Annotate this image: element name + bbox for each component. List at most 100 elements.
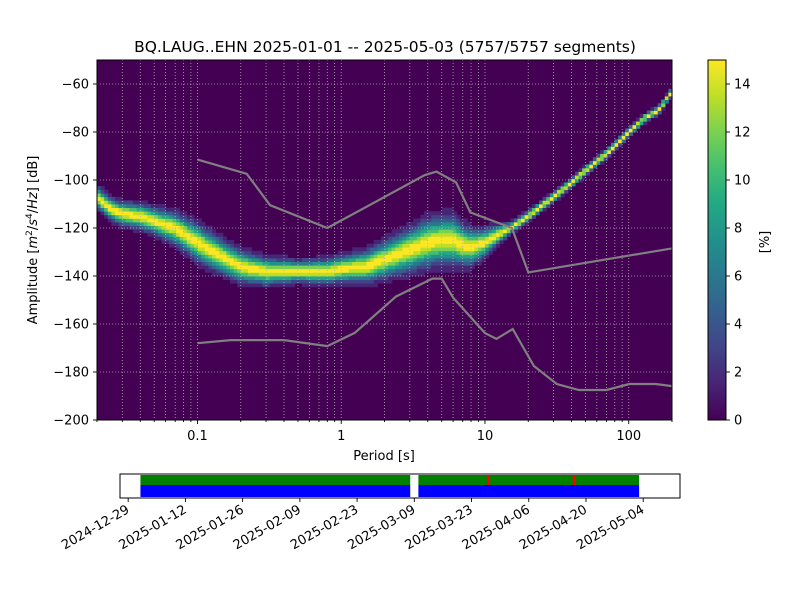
heatmap-cell [406,268,411,273]
heatmap-cell [384,243,389,248]
heatmap-cell [154,229,159,234]
heatmap-cell [359,254,364,259]
heatmap-cell [424,218,429,223]
heatmap-cell [132,218,138,223]
heatmap-cell [283,283,289,288]
heatmap-cell [513,218,519,223]
heatmap-cell [344,250,350,255]
heatmap-cell [524,214,529,219]
nhnm-curve [197,158,673,274]
heatmap-cell [215,232,220,237]
heatmap-cell [258,276,263,280]
heatmap-cell [391,243,396,248]
heatmap-cell [456,247,461,252]
heatmap-cell [557,196,562,201]
heatmap-cell [168,218,174,223]
heatmap-cell [380,261,386,266]
heatmap-cell [337,268,342,273]
heatmap-cell [438,225,443,230]
heatmap-cell [384,240,389,244]
heatmap-cell [240,250,245,255]
heatmap-cell [165,229,170,234]
heatmap-cell [438,240,443,244]
heatmap-cell [233,250,238,255]
heatmap-cell [380,247,386,252]
heatmap-cell [240,276,245,280]
heatmap-cell [190,250,195,255]
heatmap-cell [402,225,407,230]
heatmap-cell [477,236,483,241]
heatmap-cell [161,236,166,241]
heatmap-cell [463,258,468,262]
heatmap-cell [305,272,310,277]
heatmap-cell [165,211,170,216]
heatmap-cell [510,218,515,223]
heatmap-cell [240,254,245,259]
heatmap-cell [467,229,472,234]
heatmap-cell [158,222,163,226]
heatmap-cell [488,236,493,241]
heatmap-cell [474,258,479,262]
heatmap-cell [463,265,468,270]
heatmap-cell [406,225,411,230]
heatmap-cell [477,240,483,244]
heatmap-cell [316,265,321,270]
heatmap-cell [391,232,396,237]
heatmap-cell [456,258,461,262]
heatmap-cell [377,261,382,266]
heatmap-cell [557,193,562,198]
heatmap-cell [183,247,188,252]
heatmap-cell [560,182,565,187]
heatmap-cell [467,265,472,270]
heatmap-cell [459,243,465,248]
heatmap-cell [470,229,475,234]
heatmap-cell [258,268,263,273]
heatmap-cell [585,168,590,172]
heatmap-cell [111,218,116,223]
heatmap-cell [442,268,447,273]
heatmap-cell [434,214,439,219]
heatmap-cell [194,247,199,252]
heatmap-cell [445,211,450,216]
heatmap-cell [402,272,407,277]
heatmap-cell [219,254,224,259]
heatmap-cell [438,261,443,266]
heatmap-cell [499,240,504,244]
heatmap-cell [352,272,357,277]
x-axis-ticks: 0.1 1 10 100 [96,420,673,444]
heatmap-cell [280,265,285,270]
heatmap-cell [143,218,148,223]
heatmap-cell [416,229,422,234]
heatmap-cell [201,254,206,259]
heatmap-cell [549,200,554,205]
heatmap-cell [362,247,368,252]
heatmap-cell [229,276,235,280]
heatmap-cell [183,236,188,241]
heatmap-cell [355,247,360,252]
heatmap-cell [132,229,138,234]
heatmap-cell [452,250,457,255]
heatmap-cell [176,243,181,248]
heatmap-cell [416,268,422,273]
heatmap-cell [104,200,109,205]
heatmap-cell [280,261,285,266]
heatmap-cell [122,204,127,208]
heatmap-cell [621,132,626,136]
heatmap-cell [395,265,400,270]
heatmap-cell [204,240,209,244]
heatmap-cell [467,236,472,241]
heatmap-cell [571,175,576,180]
heatmap-cell [499,232,504,237]
heatmap-cell [366,261,371,266]
heatmap-cell [190,258,195,262]
heatmap-cell [470,247,475,252]
heatmap-cell [485,243,490,248]
heatmap-cell [204,254,209,259]
heatmap-cell [467,240,472,244]
heatmap-cell [452,240,457,244]
heatmap-cell [204,265,209,270]
heatmap-cell [240,265,245,270]
heatmap-cell [186,222,192,226]
heatmap-cell [582,171,587,176]
heatmap-cell [467,258,472,262]
